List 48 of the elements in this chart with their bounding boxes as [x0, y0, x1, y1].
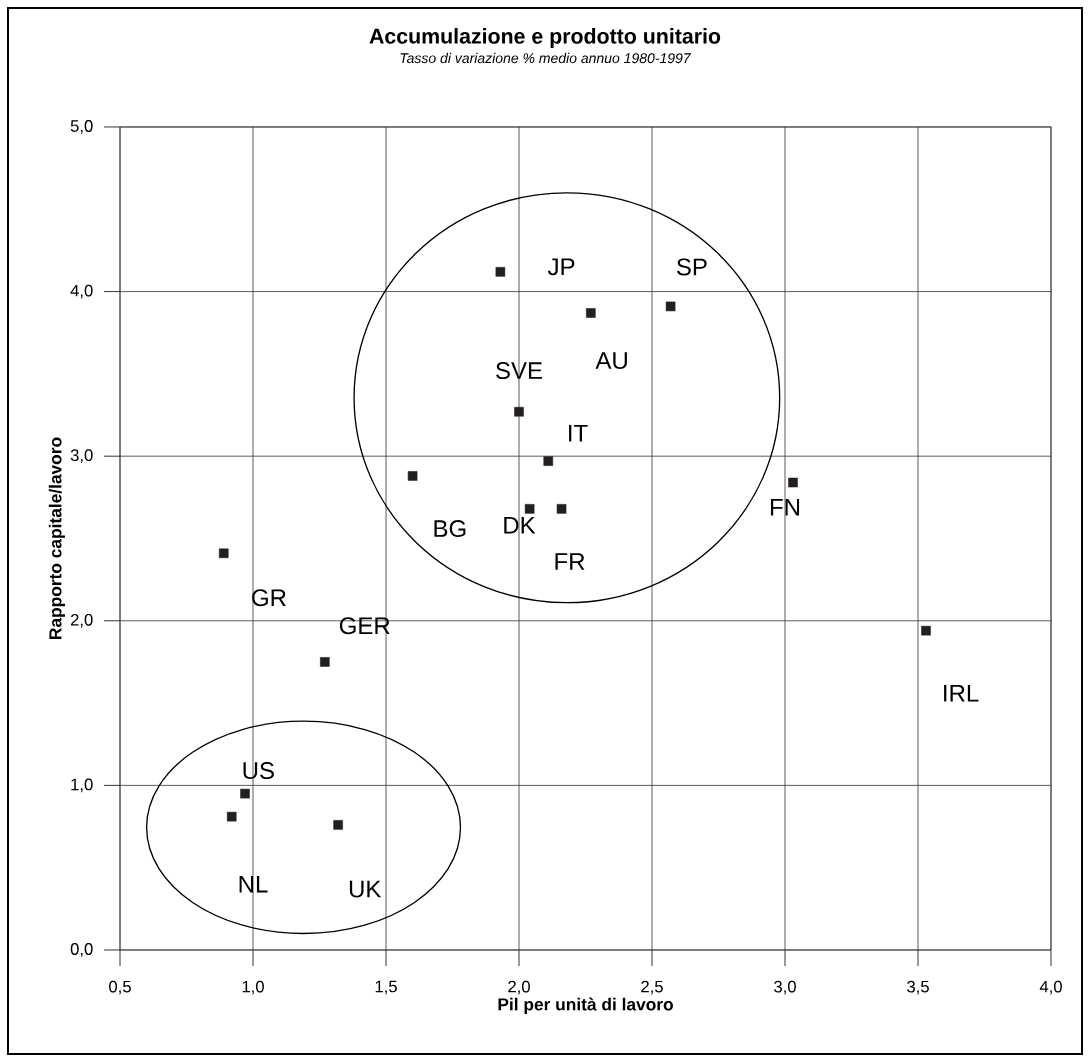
point — [495, 267, 506, 277]
annotation: SVE — [496, 362, 542, 380]
x-axis-title: Pil per unità di lavoro — [498, 997, 673, 1014]
point — [514, 406, 524, 417]
annotation: GR — [252, 589, 286, 607]
y-tick-label: 0,0 — [70, 943, 93, 957]
y-tick-label: 3,0 — [70, 449, 93, 464]
annotation: NL — [239, 875, 268, 893]
point — [407, 471, 418, 481]
annotation: IRL — [944, 684, 979, 702]
point — [586, 308, 596, 318]
y-tick-label: 4,0 — [70, 284, 93, 299]
annotation: IT — [569, 424, 588, 442]
x-tick-label: 1,5 — [375, 980, 397, 995]
annotation: JP — [547, 258, 575, 276]
annotation: BG — [434, 520, 466, 538]
x-tick-label: 1,0 — [242, 980, 264, 995]
annotation: US — [243, 762, 274, 780]
annotation: AU — [595, 352, 627, 370]
annotation: DK — [504, 517, 536, 534]
point — [320, 657, 330, 667]
chart-title: Accumulazione e prodotto unitario — [369, 28, 721, 48]
x-tick-label: 2,5 — [641, 980, 663, 995]
point — [543, 456, 554, 466]
point — [665, 301, 676, 312]
point — [788, 477, 798, 488]
x-tick-label: 4,0 — [1039, 980, 1062, 995]
annotation: FN — [770, 498, 800, 516]
x-tick-label: 3,5 — [907, 980, 929, 995]
y-axis-title: Rapporto capitale/lavoro — [48, 437, 65, 639]
x-tick-label: 2,0 — [508, 980, 530, 995]
annotation: UK — [349, 880, 382, 898]
point — [524, 504, 535, 514]
annotation: SP — [676, 258, 707, 276]
point — [218, 548, 229, 559]
point — [921, 625, 931, 636]
y-tick-label: 5,0 — [70, 120, 93, 134]
point — [556, 504, 567, 514]
annotation: GER — [339, 617, 390, 635]
annotation: FR — [555, 553, 585, 570]
y-tick-label: 2,0 — [70, 613, 93, 628]
point — [240, 788, 250, 799]
point — [333, 820, 343, 830]
x-tick-label: 3,0 — [774, 980, 796, 995]
chart-subtitle: Tasso di variazione % medio annuo 1980-1997 — [400, 52, 692, 64]
y-tick-label: 1,0 — [71, 778, 93, 793]
point — [226, 811, 237, 822]
x-tick-label: 0,5 — [109, 980, 131, 995]
